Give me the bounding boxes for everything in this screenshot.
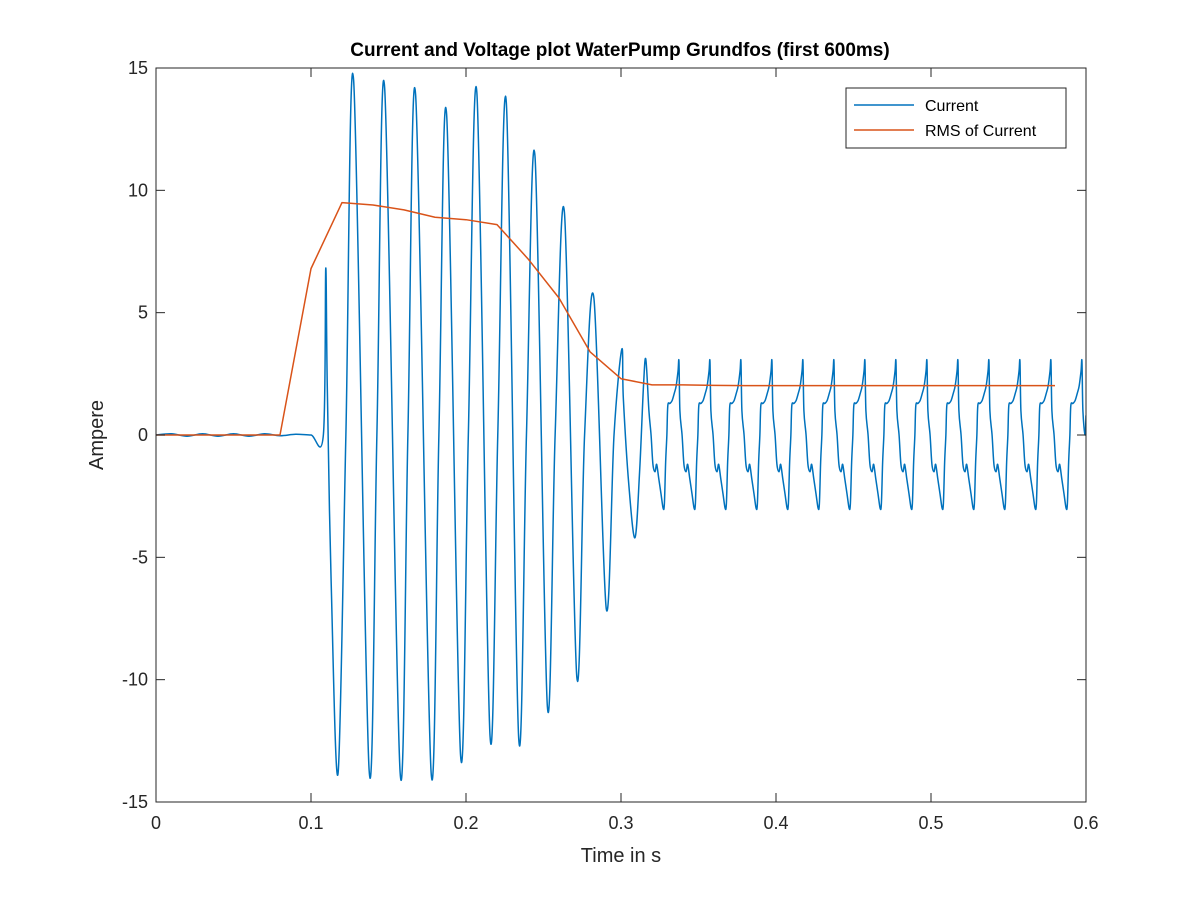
- chart-title: Current and Voltage plot WaterPump Grund…: [350, 40, 889, 61]
- x-tick-label: 0.3: [608, 813, 633, 833]
- x-tick-label: 0.5: [918, 813, 943, 833]
- legend-label-current: Current: [925, 98, 979, 115]
- y-tick-label: 15: [128, 58, 148, 78]
- x-tick-label: 0.1: [298, 813, 323, 833]
- tick-layer: 0 0.1 0.2 0.3 0.4 0.5 0.6 -15 -10 -5 0 5 10 15: [122, 58, 1099, 833]
- legend-label-rms-current: RMS of Current: [925, 123, 1037, 140]
- y-tick-label: 0: [138, 425, 148, 445]
- x-tick-label: 0.6: [1073, 813, 1098, 833]
- x-tick-label: 0: [151, 813, 161, 833]
- x-axis-label: Time in s: [581, 845, 661, 867]
- y-tick-label: -5: [132, 547, 148, 567]
- y-tick-label: 10: [128, 180, 148, 200]
- series-layer: [156, 72, 1086, 782]
- y-tick-label: -10: [122, 670, 148, 690]
- y-tick-label: -15: [122, 792, 148, 812]
- y-tick-label: 5: [138, 303, 148, 323]
- series-line-current: [156, 72, 1086, 782]
- legend: Current RMS of Current: [845, 87, 1067, 149]
- legend-box: [845, 87, 1067, 149]
- y-axis-label: Ampere: [86, 400, 108, 470]
- series-line-rms-current: [156, 201, 1055, 436]
- x-tick-label: 0.2: [453, 813, 478, 833]
- x-tick-label: 0.4: [763, 813, 788, 833]
